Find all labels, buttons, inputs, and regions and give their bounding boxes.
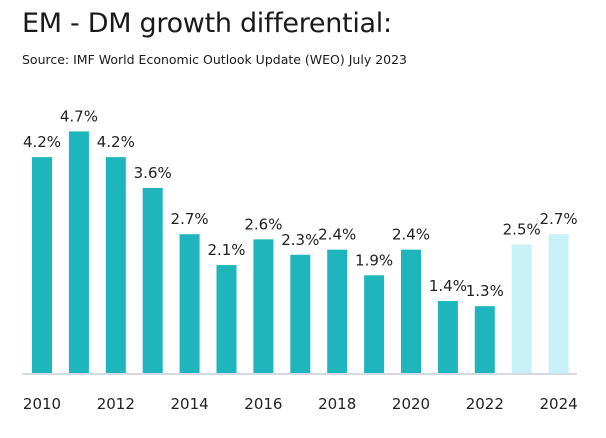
data-label-2012: 4.2% (97, 133, 135, 151)
data-label-2016: 2.6% (244, 215, 282, 233)
x-tick-label-2018: 2018 (318, 395, 356, 413)
x-tick-label-2012: 2012 (97, 395, 135, 413)
data-label-2020: 2.4% (392, 226, 430, 244)
data-label-2014: 2.7% (171, 210, 209, 228)
bar-2018 (327, 249, 348, 373)
data-label-2010: 4.2% (23, 133, 61, 151)
data-label-2015: 2.1% (207, 241, 245, 259)
bar-2015 (216, 265, 237, 373)
bar-2022 (474, 306, 495, 373)
data-label-2019: 1.9% (355, 251, 393, 269)
bar-2024 (548, 234, 569, 373)
data-label-2022: 1.3% (466, 282, 504, 300)
bar-2011 (68, 131, 89, 373)
data-label-2017: 2.3% (281, 231, 319, 249)
x-tick-label-2020: 2020 (392, 395, 430, 413)
bar-2017 (290, 254, 311, 373)
bar-2016 (253, 239, 274, 373)
bar-2012 (105, 157, 126, 373)
data-label-2011: 4.7% (60, 107, 98, 125)
chart-subtitle: Source: IMF World Economic Outlook Updat… (22, 52, 408, 67)
bar-2019 (364, 275, 385, 373)
data-label-2024: 2.7% (540, 210, 578, 228)
bar-2014 (179, 234, 200, 373)
x-tick-label-2024: 2024 (540, 395, 578, 413)
chart-title: EM - DM growth differential: (22, 8, 392, 39)
bar-2021 (437, 301, 458, 373)
x-tick-label-2022: 2022 (466, 395, 504, 413)
bar-2020 (401, 249, 421, 373)
x-tick-label-2016: 2016 (244, 395, 282, 413)
x-tick-label-2014: 2014 (171, 395, 209, 413)
bar-2023 (511, 244, 532, 373)
data-label-2021: 1.4% (429, 277, 467, 295)
data-label-2018: 2.4% (318, 226, 356, 244)
bar-2013 (142, 187, 163, 373)
bar-2010 (32, 157, 52, 373)
x-tick-label-2010: 2010 (23, 395, 61, 413)
data-label-2013: 3.6% (134, 164, 172, 182)
data-label-2023: 2.5% (503, 221, 541, 239)
